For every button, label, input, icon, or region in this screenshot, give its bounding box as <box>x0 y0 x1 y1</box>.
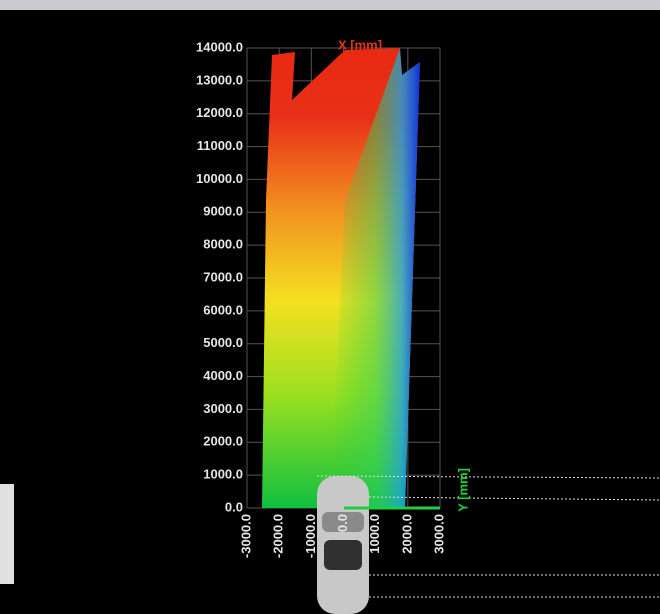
y-tick-label: 0.0 <box>225 499 243 514</box>
y-tick-label: 13000.0 <box>196 72 243 87</box>
y-axis-label: Y [mm] <box>455 468 470 512</box>
y-tick-label: 3000.0 <box>203 401 243 416</box>
heat-region-cool <box>330 48 420 508</box>
left-strip <box>0 484 14 584</box>
x-tick-label: 0.0 <box>335 514 350 532</box>
sensor-line <box>316 475 660 479</box>
y-tick-label: 8000.0 <box>203 237 243 252</box>
y-tick-label: 7000.0 <box>203 269 243 284</box>
x-tick-label: -3000.0 <box>238 514 253 558</box>
y-tick-label: 9000.0 <box>203 204 243 219</box>
y-tick-label: 10000.0 <box>196 171 243 186</box>
x-tick-label: 2000.0 <box>399 514 414 554</box>
vehicle <box>317 476 369 614</box>
y-tick-label: 4000.0 <box>203 368 243 383</box>
y-tick-label: 1000.0 <box>203 467 243 482</box>
y-tick-label: 14000.0 <box>196 39 243 54</box>
top-strip <box>0 0 660 10</box>
x-tick-label: 1000.0 <box>367 514 382 554</box>
y-tick-label: 11000.0 <box>197 138 243 153</box>
sensor-lines <box>316 475 660 598</box>
y-tick-label: 2000.0 <box>203 434 243 449</box>
y-tick-label: 12000.0 <box>196 105 243 120</box>
y-tick-label: 5000.0 <box>203 335 243 350</box>
x-tick-label: -2000.0 <box>271 514 286 558</box>
y-tick-label: 6000.0 <box>203 302 243 317</box>
x-tick-label: 3000.0 <box>431 514 446 554</box>
car-roof <box>322 512 364 532</box>
sensor-line <box>368 496 660 501</box>
x-tick-label: -1000.0 <box>303 514 318 558</box>
x-axis-label: X [mm] <box>338 37 382 52</box>
car-window <box>324 540 362 570</box>
